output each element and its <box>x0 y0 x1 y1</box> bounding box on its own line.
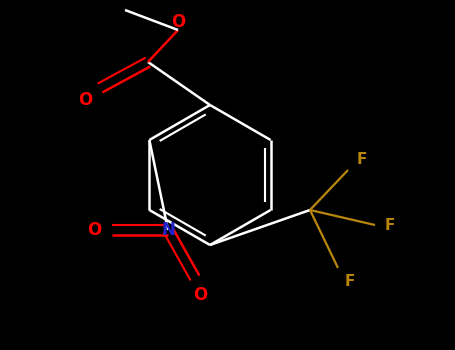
Text: N: N <box>161 221 175 239</box>
Text: O: O <box>87 221 101 239</box>
Text: O: O <box>78 91 92 109</box>
Text: O: O <box>193 286 207 304</box>
Text: F: F <box>345 274 355 289</box>
Text: O: O <box>171 13 185 31</box>
Text: F: F <box>385 217 395 232</box>
Text: F: F <box>357 153 367 168</box>
